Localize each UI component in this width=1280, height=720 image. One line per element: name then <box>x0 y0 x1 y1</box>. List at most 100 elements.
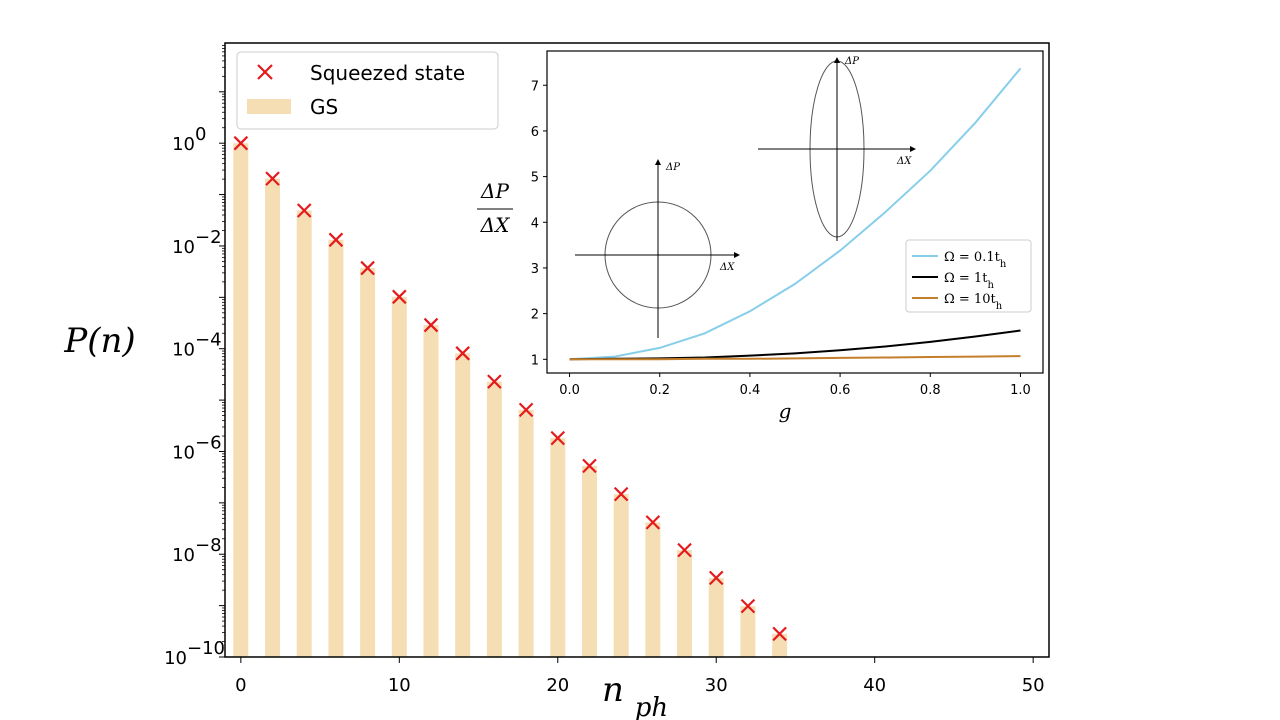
inset-legend-label: Ω = 10th <box>944 292 1003 312</box>
marker-stroke <box>550 430 566 446</box>
gs-bar <box>613 494 629 657</box>
inset-series-line <box>569 67 1022 361</box>
squeezed-marker <box>233 135 249 151</box>
x-tick-label: 50 <box>1022 675 1045 696</box>
y-tick-label: 10 <box>164 648 187 669</box>
marker-stroke <box>233 135 249 151</box>
x-tick-label: 10 <box>388 675 411 696</box>
squeezed-marker <box>518 402 534 418</box>
gs-bar <box>518 409 534 657</box>
legend-marker-squeezed <box>257 64 273 80</box>
gs-bar <box>772 633 788 657</box>
marker-stroke <box>708 570 724 586</box>
inset-x-tick-label: 0.2 <box>649 383 670 398</box>
inset-lines <box>569 67 1022 361</box>
inset-x-tick-label: 1.0 <box>1010 383 1031 398</box>
y-tick-label: 10 <box>172 442 195 463</box>
squeezed-marker <box>423 317 439 333</box>
squeezed-marker <box>677 542 692 558</box>
marker-stroke <box>328 232 344 248</box>
squeezed-marker <box>392 289 407 305</box>
inset-y-tick-label: 3 <box>531 262 539 277</box>
inset-x-tick-label: 0.0 <box>559 383 580 398</box>
gs-bar <box>423 325 439 657</box>
marker-stroke <box>360 260 375 276</box>
ellipse-x-arrow <box>910 146 916 152</box>
squeezed-marker <box>296 203 312 218</box>
inset-x-tick-label: 0.8 <box>920 383 941 398</box>
circle-x-label: ΔX <box>719 262 735 273</box>
inset-ylabel: ΔP ΔX <box>477 179 513 237</box>
main-ylabel-text: P(n) <box>63 321 135 361</box>
legend-marker-gs <box>247 99 291 114</box>
y-tick-label: 10 <box>172 237 195 258</box>
y-tick-exponent: −8 <box>195 535 222 556</box>
gs-bar <box>328 239 344 658</box>
inset-y-tick-label: 6 <box>531 125 539 140</box>
gs-bar <box>677 550 693 657</box>
marker-stroke <box>613 486 629 502</box>
x-tick-label: 40 <box>863 675 886 696</box>
inset-legend-subscript: h <box>996 301 1003 312</box>
x-tick-label: 0 <box>235 675 246 696</box>
circle-diagram: ΔX ΔP <box>575 159 740 338</box>
y-tick-exponent: −4 <box>195 330 222 351</box>
inset-xlabel: g <box>779 399 792 423</box>
inset-ylabel-num: ΔP <box>480 179 509 203</box>
inset-background <box>547 51 1043 373</box>
inset-legend-label: Ω = 1th <box>944 271 994 291</box>
legend-label-squeezed: Squeezed state <box>310 61 465 85</box>
circle-y-label: ΔP <box>665 162 680 173</box>
marker-stroke <box>487 374 502 389</box>
inset-legend-subscript: h <box>1000 259 1007 270</box>
marker-stroke <box>392 289 407 305</box>
inset-x-tick-label: 0.4 <box>740 383 761 398</box>
marker-stroke <box>645 515 661 530</box>
squeezed-marker <box>772 626 787 642</box>
ellipse-y-arrow <box>834 57 840 63</box>
main-xlabel-text: n <box>602 670 624 710</box>
x-tick-label: 30 <box>705 675 728 696</box>
inset-frame <box>546 50 1044 374</box>
y-tick-label: 10 <box>172 134 195 155</box>
main-legend-box <box>236 51 499 130</box>
inset-x-tick-label: 0.6 <box>830 383 851 398</box>
marker-stroke <box>518 402 534 418</box>
inset-y-tick-label: 1 <box>531 353 539 368</box>
inset-y-tick-label: 5 <box>531 171 539 186</box>
inset-ylabel-den: ΔX <box>480 213 510 237</box>
y-tick-exponent: −10 <box>187 638 225 659</box>
squeezed-marker <box>708 570 724 586</box>
y-tick-exponent: −2 <box>195 227 222 248</box>
gs-bar <box>296 210 312 657</box>
squeezed-marker <box>487 374 502 389</box>
main-xlabel: n ph <box>602 670 668 720</box>
squeezed-marker <box>328 232 344 248</box>
marker-stroke <box>677 542 692 558</box>
main-plot-frame <box>224 42 1050 658</box>
gs-bar <box>645 522 661 657</box>
marker-stroke <box>455 346 470 361</box>
inset-legend-label: Ω = 0.1th <box>944 250 1007 270</box>
squeezed-marker <box>582 458 597 474</box>
inset-x-ticks: 0.0 0.2 0.4 0.6 0.8 1.0 <box>559 373 1031 398</box>
ellipse-x-label: ΔX <box>896 156 912 167</box>
inset-y-tick-label: 7 <box>531 79 539 94</box>
y-tick-exponent: 0 <box>195 124 206 145</box>
gs-bar <box>455 353 471 657</box>
y-tick-exponent: −6 <box>195 432 222 453</box>
inset-legend-subscript: h <box>987 280 994 291</box>
gs-bar <box>740 606 756 657</box>
ellipse-y-label: ΔP <box>844 56 859 67</box>
main-markers <box>233 135 787 642</box>
marker-stroke <box>265 171 280 186</box>
gs-bar <box>233 143 249 657</box>
squeezed-marker <box>360 260 375 276</box>
inset-legend-box <box>905 239 1032 313</box>
marker-stroke <box>296 203 312 218</box>
squeezed-marker <box>613 486 629 502</box>
squeezed-marker <box>265 171 280 186</box>
gs-bar <box>708 577 724 657</box>
